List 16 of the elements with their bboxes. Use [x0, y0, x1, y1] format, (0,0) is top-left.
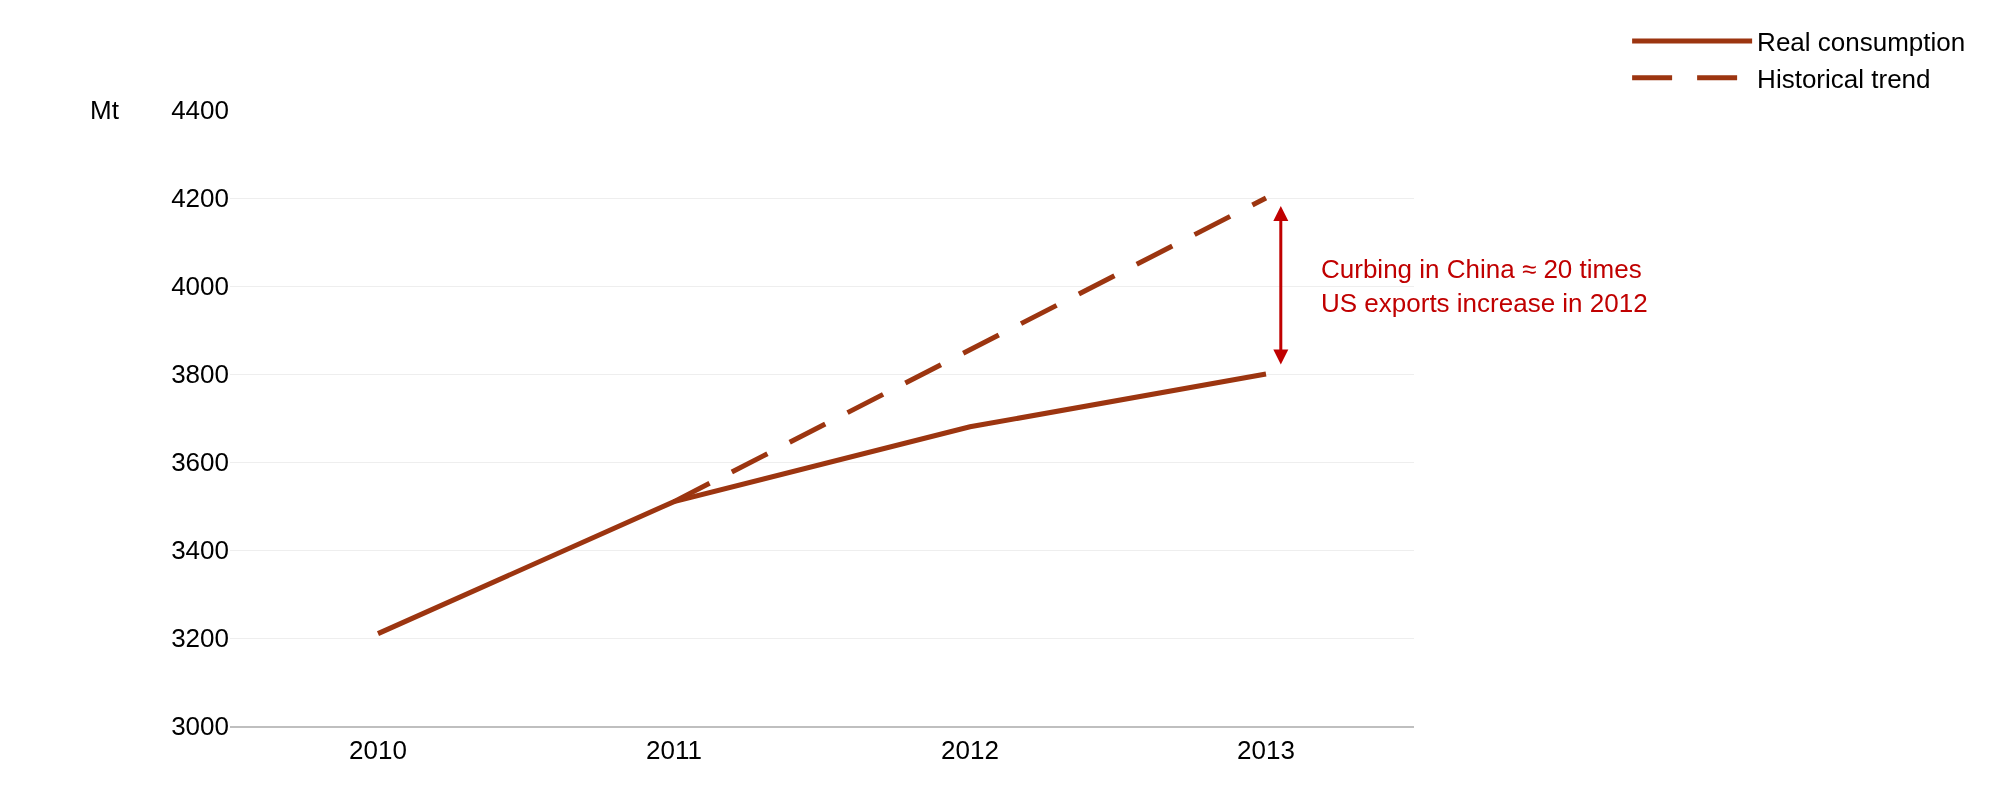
y-tick-label: 4200 [171, 183, 229, 214]
x-tick-label: 2010 [349, 735, 407, 766]
legend-label: Historical trend [1757, 63, 1931, 94]
y-tick-label: 3000 [171, 711, 229, 742]
x-tick-label: 2013 [1237, 735, 1295, 766]
legend-label: Real consumption [1757, 27, 1966, 58]
y-axis-title: Mt [90, 95, 120, 125]
y-tick-label: 4000 [171, 271, 229, 302]
y-tick-label: 3600 [171, 447, 229, 478]
y-tick-label: 4400 [171, 95, 229, 126]
x-tick-label: 2012 [941, 735, 999, 766]
y-tick-label: 3400 [171, 535, 229, 566]
x-tick-label: 2011 [646, 735, 702, 766]
annotation: Curbing in China ≈ 20 times US exports increase in 2012 [1321, 254, 1648, 318]
y-tick-label: 3200 [171, 623, 229, 654]
y-tick-label: 3800 [171, 359, 229, 390]
